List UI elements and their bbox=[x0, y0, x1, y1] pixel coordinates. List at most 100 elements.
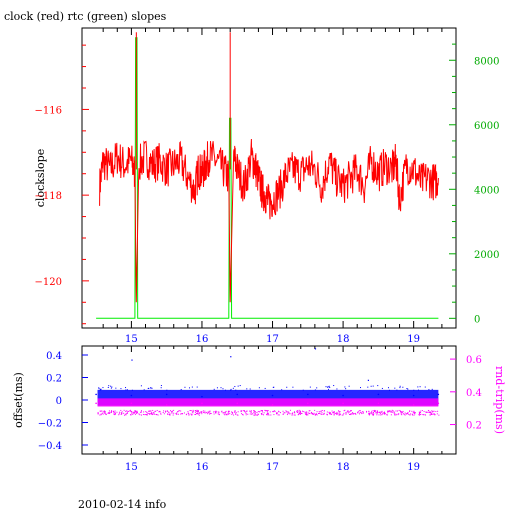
rnd-trip-point bbox=[192, 409, 194, 411]
rnd-trip-point bbox=[164, 410, 166, 412]
rnd-trip-point bbox=[130, 414, 132, 416]
rnd-trip-point bbox=[371, 413, 373, 415]
rnd-trip-point bbox=[336, 411, 338, 413]
rnd-trip-point bbox=[240, 411, 242, 413]
rnd-trip-point bbox=[192, 412, 194, 414]
offset-point bbox=[230, 389, 232, 391]
rnd-trip-point bbox=[215, 411, 217, 413]
x-tick-label: 18 bbox=[337, 462, 350, 473]
rnd-trip-point bbox=[323, 413, 325, 415]
offset-outlier bbox=[367, 379, 369, 381]
offset-point bbox=[108, 385, 110, 387]
top-ylabel: clockslope bbox=[34, 149, 47, 207]
rnd-trip-point bbox=[393, 411, 395, 413]
offset-point bbox=[126, 389, 128, 391]
rnd-trip-point bbox=[382, 413, 384, 415]
rnd-trip-point bbox=[257, 413, 259, 415]
rnd-trip-point bbox=[305, 411, 307, 413]
rnd-trip-point bbox=[224, 414, 226, 416]
offset-point bbox=[292, 386, 294, 388]
rnd-trip-mark bbox=[165, 404, 168, 406]
rnd-trip-point bbox=[326, 411, 328, 413]
offset-point bbox=[417, 389, 419, 391]
rnd-trip-point bbox=[320, 413, 322, 415]
offset-point bbox=[327, 386, 329, 388]
offset-point bbox=[230, 388, 232, 390]
x-tick-label: 17 bbox=[266, 462, 279, 473]
rnd-trip-point bbox=[431, 410, 433, 412]
offset-point bbox=[140, 385, 142, 387]
offset-point bbox=[407, 388, 409, 390]
rnd-trip-point bbox=[387, 412, 389, 414]
offset-mark bbox=[165, 393, 168, 396]
rnd-trip-point bbox=[207, 413, 209, 415]
rnd-trip-point bbox=[289, 409, 291, 411]
rnd-trip-point bbox=[354, 413, 356, 415]
offset-mark bbox=[412, 394, 415, 397]
rnd-trip-point bbox=[156, 409, 158, 411]
offset-point bbox=[148, 387, 150, 389]
rnd-trip-point bbox=[290, 413, 292, 415]
rnd-trip-point bbox=[296, 410, 298, 412]
offset-point bbox=[224, 389, 226, 391]
rnd-trip-point bbox=[181, 413, 183, 415]
rnd-trip-point bbox=[309, 410, 311, 412]
rnd-trip-point bbox=[155, 413, 157, 415]
rnd-trip-point bbox=[242, 410, 244, 412]
offset-mark bbox=[377, 393, 380, 396]
rnd-trip-point bbox=[107, 412, 109, 414]
offset-point bbox=[258, 387, 260, 389]
rnd-trip-point bbox=[204, 412, 206, 414]
rnd-trip-point bbox=[209, 413, 211, 415]
rnd-trip-point bbox=[334, 412, 336, 414]
rnd-trip-point bbox=[347, 410, 349, 412]
rnd-trip-point bbox=[413, 411, 415, 413]
rnd-trip-point bbox=[384, 412, 386, 414]
rnd-trip-point bbox=[115, 412, 117, 414]
rnd-trip-point bbox=[242, 413, 244, 415]
rnd-trip-point bbox=[234, 410, 236, 412]
rnd-trip-point bbox=[160, 413, 162, 415]
rnd-trip-point bbox=[287, 411, 289, 413]
rnd-trip-point bbox=[399, 410, 401, 412]
rnd-trip-point bbox=[328, 411, 330, 413]
rnd-trip-point bbox=[187, 412, 189, 414]
rnd-trip-point bbox=[224, 411, 226, 413]
rnd-trip-point bbox=[282, 413, 284, 415]
rnd-trip-point bbox=[146, 411, 148, 413]
rnd-trip-point bbox=[213, 413, 215, 415]
rnd-trip-point bbox=[297, 411, 299, 413]
rnd-trip-point bbox=[298, 412, 300, 414]
rnd-trip-point bbox=[194, 413, 196, 415]
rnd-trip-point bbox=[401, 411, 403, 413]
rnd-trip-point bbox=[361, 411, 363, 413]
rnd-trip-point bbox=[134, 412, 136, 414]
rnd-trip-point bbox=[236, 414, 238, 416]
rnd-trip-point bbox=[114, 410, 116, 412]
rnd-trip-point bbox=[114, 414, 116, 416]
rnd-trip-point bbox=[378, 412, 380, 414]
rnd-trip-point bbox=[153, 411, 155, 413]
rnd-trip-point bbox=[347, 410, 349, 412]
rnd-trip-point bbox=[154, 410, 156, 412]
rnd-trip-point bbox=[394, 413, 396, 415]
rnd-trip-point bbox=[157, 414, 159, 416]
rnd-trip-point bbox=[404, 414, 406, 416]
rnd-trip-point bbox=[400, 411, 402, 413]
rnd-trip-point bbox=[142, 414, 144, 416]
rnd-trip-point bbox=[267, 410, 269, 412]
rnd-trip-point bbox=[275, 412, 277, 414]
rnd-trip-point bbox=[291, 414, 293, 416]
offset-point bbox=[396, 389, 398, 391]
rnd-trip-point bbox=[336, 412, 338, 414]
offset-point bbox=[428, 389, 430, 391]
rnd-trip-point bbox=[245, 414, 247, 416]
rnd-trip-point bbox=[326, 414, 328, 416]
offset-point bbox=[216, 387, 218, 389]
rnd-trip-point bbox=[152, 409, 154, 411]
x-tick-label: 15 bbox=[125, 334, 138, 345]
y2-tick-label: 4000 bbox=[474, 185, 499, 196]
offset-point bbox=[328, 385, 330, 387]
rnd-trip-point bbox=[151, 414, 153, 416]
rnd-trip-point bbox=[104, 411, 106, 413]
